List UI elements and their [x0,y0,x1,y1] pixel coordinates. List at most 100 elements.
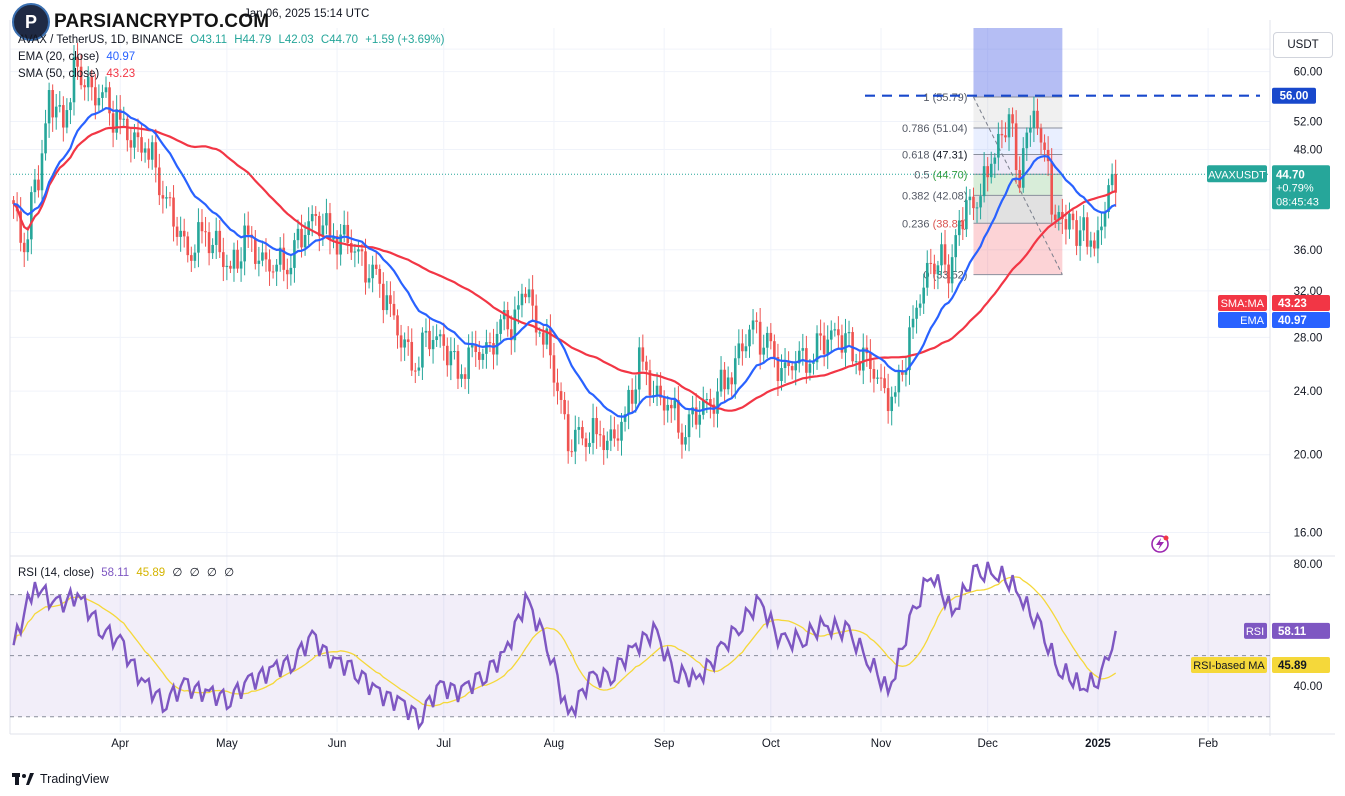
candle-body [609,429,613,441]
candle-body [182,230,186,237]
candle-body [1068,213,1071,230]
candle-body [719,369,723,392]
candle-body [122,118,126,120]
candle-body [236,249,239,269]
candle-body [83,85,86,88]
candle-body [456,351,460,379]
candle-body [1110,174,1114,186]
last-price-tag [1272,165,1330,210]
fib-level-label: 0.786 (51.04) [902,123,967,135]
candle-body [463,374,467,379]
rsi-legend[interactable]: RSI (14, close) 58.11 45.89 ∅ ∅ ∅ ∅ [18,567,235,579]
candle-body [165,197,168,199]
candle-body [577,427,581,430]
candle-body [1032,110,1036,128]
ema-legend[interactable]: EMA (20, close) 40.97 [18,51,136,63]
candle-body [51,90,54,118]
indicator-price-value: 43.23 [1278,298,1307,310]
candle-body [947,264,950,284]
candle-body [136,132,140,138]
candle-body [822,335,826,355]
candle-body [200,222,204,232]
fibonacci-retracement[interactable]: 1 (55.79) 0.786 (51.04) 0.618 (47.31) 0.5 (… [865,28,1260,282]
y-tick-label: 20.00 [1294,450,1323,462]
candle-body [364,251,367,283]
candle-body [783,362,787,369]
candle-body [197,222,200,253]
fib-level-label: 0.5 (44.70) [914,169,967,181]
candle-body [986,166,989,178]
candle-body [797,350,801,364]
candle-body [392,303,396,316]
candle-body [97,97,101,106]
tradingview-brand[interactable]: TradingView [12,772,109,786]
x-tick-label: Nov [871,738,892,750]
candle-body [517,305,520,310]
candle-body [175,226,179,237]
candle-body [1025,132,1029,149]
candle-body [161,195,165,199]
change-value: +1.59 (+3.69%) [365,34,445,46]
candle-body [94,87,97,106]
rsi-legend-value: 58.11 [101,567,130,579]
axes: 64.0060.0052.0048.0036.0032.0028.0024.00… [9,20,1335,750]
symbol-title[interactable]: AVAX / TetherUS, 1D, BINANCE [18,34,183,46]
candle-body [705,399,709,401]
rsi-ma-value: 45.89 [1278,660,1307,672]
candle-body [318,215,321,237]
sma-legend[interactable]: SMA (50, close) 43.23 [18,68,136,80]
candle-body [225,265,229,268]
resistance-price-label: 56.00 [1280,91,1309,103]
y-tick-label: 60.00 [1294,67,1323,79]
candle-body [659,385,662,398]
candle-body [1000,133,1004,136]
candle-body [158,167,161,196]
candle-body [12,200,15,204]
candle-body [566,414,570,452]
candle-body [531,289,534,306]
candle-body [641,347,645,362]
candle-body [541,332,545,345]
candle-body [819,333,822,336]
candle-body [655,385,659,396]
candle-body [943,244,947,265]
candle-body [257,260,261,264]
indicator-tag-label: SMA:MA [1221,298,1265,310]
candle-body [371,264,374,279]
rsi-ma-price-tag [1272,657,1330,673]
y-tick-label: 24.00 [1294,386,1323,398]
candle-body [698,414,702,425]
candle-body [90,76,94,88]
x-tick-label: Dec [977,738,998,750]
candle-body [723,369,726,390]
candle-body [961,220,965,230]
candle-body [613,429,616,439]
candle-body [399,335,403,348]
candle-body [637,347,641,390]
candle-body [1078,230,1082,246]
candle-body [1103,211,1107,227]
candle-body [79,66,83,86]
currency-button[interactable]: USDT [1273,32,1333,58]
candle-body [499,319,502,334]
candle-body [765,332,769,348]
candle-body [925,262,929,288]
candle-body [286,269,289,275]
position-box [973,28,1063,98]
indicator-tag-label: EMA [1240,315,1265,327]
candle-body [303,234,307,248]
candle-body [321,225,325,237]
candle-body [972,196,975,209]
fib-level-label: 1 (55.79) [923,92,967,104]
candle-body [1114,174,1117,193]
candle-body [1096,230,1100,249]
candle-body [254,238,257,264]
symbol-legend[interactable]: AVAX / TetherUS, 1D, BINANCE O43.11 H44.… [18,34,445,46]
candle-body [495,333,499,355]
candle-body [30,192,33,240]
candle-body [616,438,620,441]
y-tick-label: 52.00 [1294,117,1323,129]
candle-body [147,148,150,160]
candle-body [154,142,158,168]
